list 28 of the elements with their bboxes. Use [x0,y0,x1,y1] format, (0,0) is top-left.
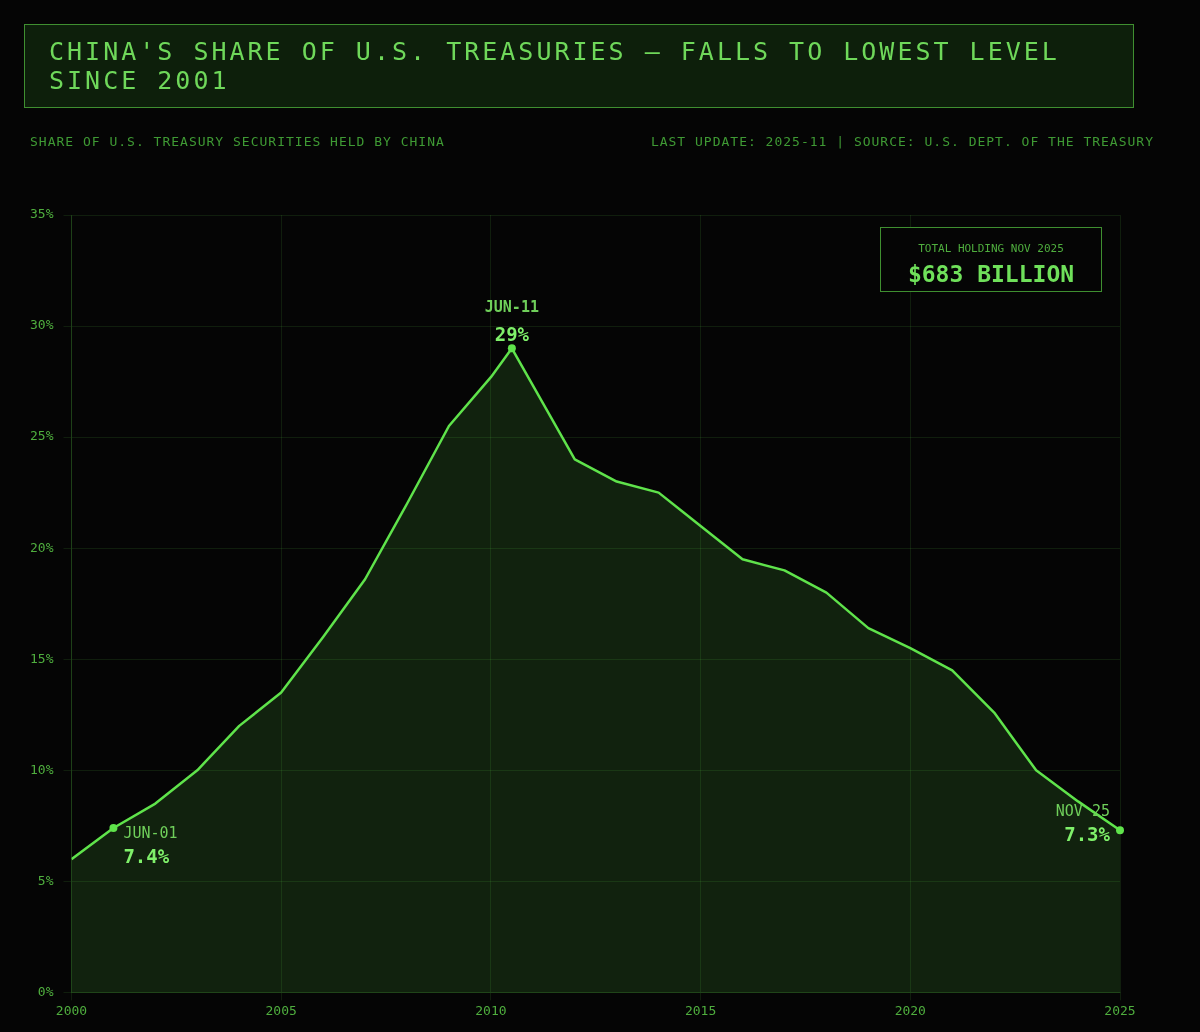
y-tick-label: 30% [30,317,54,333]
chart-title: CHINA'S SHARE OF U.S. TREASURIES — FALLS TO LOWEST LEVEL SINCE 2001 [49,37,1061,95]
annotation: JUN-01 [123,823,178,842]
y-tick-label: 10% [30,761,54,777]
y-tick-label: 0% [37,983,54,999]
annotation: 29% [494,323,530,346]
y-tick-label: 35% [30,206,54,222]
annotation: JUN-11 [484,298,539,317]
y-tick-label: 15% [30,650,54,666]
point [109,824,118,833]
annotation: 7.4% [123,844,170,867]
annotation: 7.3% [1064,823,1111,846]
x-tick-label: 2010 [475,1002,507,1018]
y-tick-label: 25% [30,428,54,444]
text: LAST UPDATE: 2025-11 | SOURCE: U.S. DEPT. OF THE TREASURY [650,134,1154,149]
y-tick-label: 20% [30,539,54,555]
point [507,344,516,353]
x-tick-label: 2020 [894,1002,926,1018]
annotation: $683 BILLION [906,261,1076,287]
x-tick-label: 2005 [265,1002,297,1018]
x-tick-label: 2025 [1104,1002,1136,1018]
point [1116,826,1124,835]
annotation: NOV 25 [1055,802,1110,821]
x-tick-label: 2000 [55,1002,88,1018]
annotation: TOTAL HOLDING NOV 2025 [917,242,1065,255]
y-tick-label: 5% [37,872,54,888]
chart-subtitle: SHARE OF U.S. TREASURY SECURITIES HELD BY CHINA [30,134,445,149]
x-tick-label: 2015 [684,1002,717,1018]
